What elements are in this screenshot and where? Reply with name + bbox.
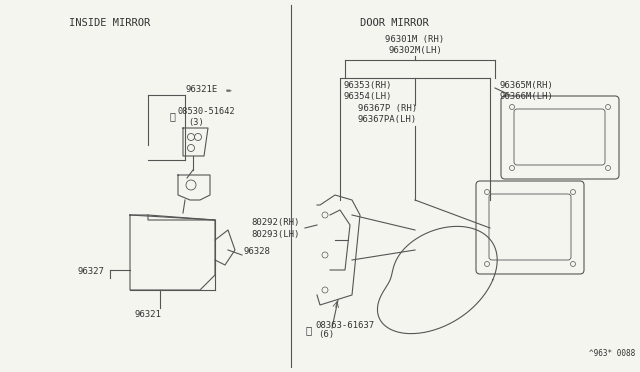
Text: DOOR MIRROR: DOOR MIRROR xyxy=(360,18,429,28)
Text: 96321: 96321 xyxy=(134,310,161,319)
Text: 08530-51642: 08530-51642 xyxy=(178,106,236,115)
Text: 96302M(LH): 96302M(LH) xyxy=(388,46,442,55)
Text: 96321E: 96321E xyxy=(186,86,218,94)
Text: 96367P (RH): 96367P (RH) xyxy=(358,104,417,113)
Text: 96301M (RH): 96301M (RH) xyxy=(385,35,445,44)
Text: 80292(RH): 80292(RH) xyxy=(252,218,300,228)
Text: Ⓢ: Ⓢ xyxy=(169,111,175,121)
Text: (6): (6) xyxy=(318,330,334,340)
Text: Ⓢ: Ⓢ xyxy=(305,325,311,335)
Text: 96365M(RH): 96365M(RH) xyxy=(500,81,554,90)
Text: 96327: 96327 xyxy=(77,267,104,276)
Text: (3): (3) xyxy=(188,118,204,126)
Text: 96367PA(LH): 96367PA(LH) xyxy=(358,115,417,124)
Text: INSIDE MIRROR: INSIDE MIRROR xyxy=(69,18,150,28)
Text: 96353(RH): 96353(RH) xyxy=(343,81,392,90)
Text: 08363-61637: 08363-61637 xyxy=(315,321,374,330)
Text: ^963* 0088: ^963* 0088 xyxy=(589,349,635,358)
Text: 96354(LH): 96354(LH) xyxy=(343,92,392,101)
Text: 96328: 96328 xyxy=(243,247,270,257)
Text: ✏: ✏ xyxy=(226,88,232,94)
Text: 96366M(LH): 96366M(LH) xyxy=(500,92,554,101)
Text: 80293(LH): 80293(LH) xyxy=(252,230,300,238)
